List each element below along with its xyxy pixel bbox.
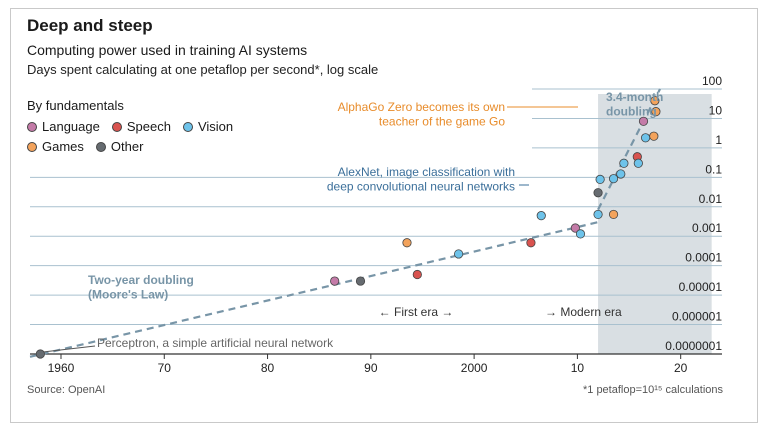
- chart-subtitle: Computing power used in training AI syst…: [27, 42, 308, 58]
- legend-label-vision: Vision: [197, 119, 234, 134]
- legend-title: By fundamentals: [27, 98, 124, 113]
- legend-dot-other: [95, 141, 106, 152]
- legend-dot-games: [27, 141, 37, 152]
- legend-label-speech: Speech: [126, 119, 171, 134]
- legend-label-other: Other: [110, 139, 144, 154]
- legend-label-language: Language: [42, 119, 100, 134]
- chart-title: Deep and steep: [27, 16, 153, 35]
- legend-item-language: Language: [27, 119, 100, 134]
- legend-item-games: Games: [27, 139, 84, 154]
- source-note: Source: OpenAI: [27, 384, 106, 396]
- legend-item-other: Other: [95, 139, 144, 154]
- legend-dot-vision: [182, 121, 193, 132]
- chart-frame: [10, 8, 758, 423]
- legend-row-1: Language Speech Vision: [27, 119, 245, 134]
- legend-label-games: Games: [42, 139, 84, 154]
- legend-dot-language: [27, 121, 37, 132]
- legend-item-speech: Speech: [111, 119, 171, 134]
- legend: By fundamentals Language Speech Vision G…: [27, 98, 245, 159]
- footnote: *1 petaflop=10¹⁵ calculations: [582, 384, 723, 396]
- legend-item-vision: Vision: [182, 119, 234, 134]
- legend-dot-speech: [111, 121, 122, 132]
- legend-row-2: Games Other: [27, 139, 245, 154]
- y-axis-description: Days spent calculating at one petaflop p…: [27, 62, 379, 77]
